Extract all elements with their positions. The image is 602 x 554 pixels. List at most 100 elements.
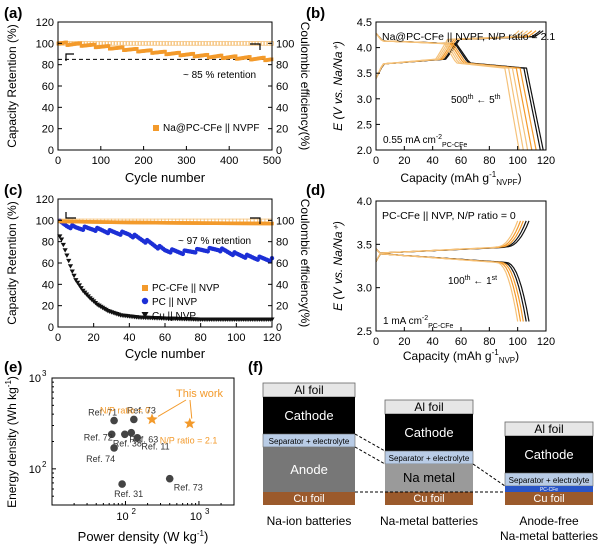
panel-a-ytick-label: 120 xyxy=(36,17,54,29)
panel-a-ytick-label: 80 xyxy=(42,60,54,72)
panel-d-ytick-label: 3.5 xyxy=(357,239,372,251)
panel-d-cycle-left: 100 xyxy=(448,276,465,287)
panel-d-rate-sub: PC-CFe xyxy=(428,323,453,330)
panel-a-ce-point xyxy=(188,41,193,46)
panel-a-ce-point xyxy=(245,41,250,46)
panel-a-xtick-label: 200 xyxy=(134,155,152,167)
panel-b-marks xyxy=(375,30,544,151)
panel-a-retention-point xyxy=(233,54,238,58)
panel-c-ytick-label: 0 xyxy=(48,322,54,334)
panel-d-cycle-arrow: ← xyxy=(471,276,487,287)
panel-e-ref-label: Ref. 31 xyxy=(114,489,143,499)
panel-e-ref-point xyxy=(110,444,118,452)
panel-a-ytick-label: 0 xyxy=(48,145,54,157)
panel-e-this-work-star xyxy=(184,417,196,429)
panel-b-xlabel-sub: NVPF xyxy=(496,178,517,187)
panel-a-xtick-label: 400 xyxy=(220,155,238,167)
panel-c-cu-point xyxy=(62,248,68,253)
panel-c-xtick-label: 60 xyxy=(159,332,171,344)
panel-label-c: (c) xyxy=(4,182,22,199)
anode-free-caption-1: Anode-free xyxy=(519,514,579,528)
panel-a-ce-point xyxy=(158,41,163,46)
panel-c-cu-point xyxy=(73,278,79,283)
panel-a-y2tick-label: 0 xyxy=(276,145,282,157)
panel-b-ytick-label: 2.5 xyxy=(357,119,372,131)
na-ion-cu-foil-label: Cu foil xyxy=(293,493,324,505)
panel-d-xlabel-main: Capacity (mAh g xyxy=(403,349,492,363)
na-ion-cathode-label: Cathode xyxy=(284,408,333,423)
panel-c-ytick-label: 80 xyxy=(42,237,54,249)
panel-c-pc-point xyxy=(193,250,198,255)
na-ion-caption: Na-ion batteries xyxy=(267,514,352,528)
na-metal-al-foil-label: Al foil xyxy=(414,400,443,414)
panel-c-legend-marker-pc xyxy=(141,297,149,305)
panel-e-xlabel-sup: -1 xyxy=(197,529,205,538)
panel-c: 0 20 40 60 80 100 1200204060801001200204060801… xyxy=(5,194,312,361)
panel-c-pc-point xyxy=(205,249,210,254)
panel-a-left-axis-arrow xyxy=(65,53,74,61)
panel-d-rate-value: 1 mA cm xyxy=(383,316,422,327)
panel-d-ytick-label: 2.5 xyxy=(357,326,372,338)
panel-d-xtick-label: 80 xyxy=(483,336,495,348)
panel-b-xtick-label: 0 xyxy=(373,155,379,167)
na-metal-cathode xyxy=(385,414,473,451)
panel-c-left-axis-arrow xyxy=(65,212,76,219)
panel-c-y2tick-label: 20 xyxy=(276,301,288,313)
panel-c-cu-point xyxy=(64,253,70,258)
panel-a-retention-point xyxy=(247,55,252,59)
panel-e-ref-label: Ref. 71 xyxy=(88,408,117,418)
panel-a-ce-point xyxy=(230,41,235,46)
panel-a-ce-point xyxy=(170,41,175,46)
anode-free-caption-2: Na-metal batteries xyxy=(500,529,598,543)
panel-c-ytick-label: 40 xyxy=(42,279,54,291)
panel-e-ref-point xyxy=(110,416,118,425)
panel-c-pc-point xyxy=(180,251,186,257)
panel-a-retention-point xyxy=(205,52,210,57)
panel-b-rate-value: 0.55 mA cm xyxy=(383,135,436,146)
panel-d-xtick-label: 120 xyxy=(537,336,555,348)
panel-b-xlabel: Capacity (mAh g-1NVPF) xyxy=(400,170,521,187)
panel-d-cycle-annotation: 100th ← 1st xyxy=(448,275,497,287)
connector-top-1 xyxy=(354,433,386,452)
panel-e-ref-label: Ref. 74 xyxy=(86,454,115,464)
panel-b-xtick-label: 120 xyxy=(537,155,555,167)
panel-a-ytick-label: 40 xyxy=(42,102,54,114)
anode-free-al-foil-label: Al foil xyxy=(534,422,563,436)
panel-e-ylabel-end: ) xyxy=(5,376,19,380)
panel-c-legend-label-cu: Cu || NVP xyxy=(152,311,196,322)
panel-b-ytick-label: 3.0 xyxy=(357,94,372,106)
panel-d-ytick-label: 3.0 xyxy=(357,283,372,295)
na-metal-separator-label: Separator + electrolyte xyxy=(389,454,470,463)
panel-a-ce-point xyxy=(122,41,127,46)
panel-e-ref-label: Ref. 11 xyxy=(141,442,169,452)
na-metal-na-metal xyxy=(385,464,473,492)
panel-c-cu-point xyxy=(69,269,75,274)
panel-a-xtick-label: 300 xyxy=(177,155,195,167)
panel-d-xtick-label: 20 xyxy=(398,336,410,348)
panel-c-ylabel: Capacity Retention (%) xyxy=(5,201,19,324)
panel-c-legend-marker-pc-cfe xyxy=(142,285,148,291)
panel-c-marks xyxy=(57,218,275,322)
na-ion-cu-foil xyxy=(263,492,355,505)
panel-b-cycle-left: 500 xyxy=(451,95,468,106)
panel-a-ce-point xyxy=(155,41,160,46)
panel-a-ce-point xyxy=(260,41,265,46)
panel-d-cycle-left-sup: th xyxy=(465,275,471,282)
panel-label-b: (b) xyxy=(306,5,325,22)
panel-e-this-work-arrow xyxy=(189,399,193,419)
panel-c-axes: 0 20 40 60 80 100 1200204060801001200204060801… xyxy=(36,194,295,344)
panel-d-cycle-right-sup: st xyxy=(492,275,498,282)
panel-b-ytick-label: 4.0 xyxy=(357,43,372,55)
panel-a-ce-point xyxy=(218,41,223,46)
panel-c-xtick-label: 0 xyxy=(55,332,61,344)
panel-c-xtick-label: 120 xyxy=(263,332,281,344)
panel-c-legend-marker-cu xyxy=(141,312,149,318)
panel-b-cycle-annotation: 500th ← 5th xyxy=(451,94,501,106)
panel-a-axes: 0 100 200 300 400 500020406080100120020406080… xyxy=(36,17,295,167)
panel-e-xtick-label: 10 xyxy=(116,511,128,523)
panel-a-ce-point xyxy=(131,41,136,46)
panel-e-ylabel: Energy density (Wh kg-1) xyxy=(4,376,19,508)
panel-a-y2tick-label: 80 xyxy=(276,60,288,72)
panel-b-xlabel-end: ) xyxy=(518,171,522,185)
